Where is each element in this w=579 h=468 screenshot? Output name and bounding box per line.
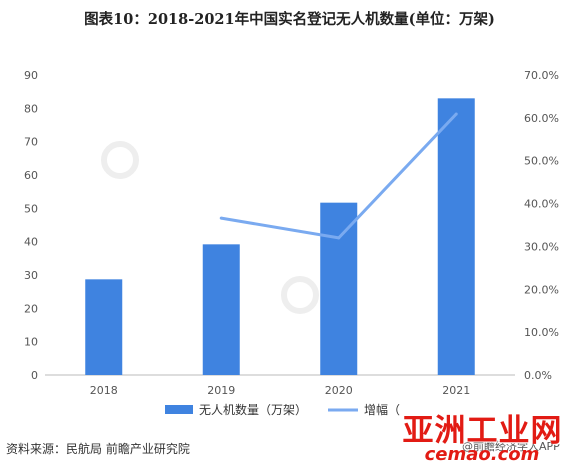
bar xyxy=(202,244,240,375)
line-series xyxy=(219,112,458,240)
bar-series xyxy=(85,98,475,375)
line-point xyxy=(219,216,223,220)
bar xyxy=(437,98,475,375)
y-right-tick-label: 0.0% xyxy=(524,369,552,382)
y-right-tick-label: 20.0% xyxy=(524,283,559,296)
chart-title: 图表10：2018-2021年中国实名登记无人机数量(单位：万架) xyxy=(84,11,495,28)
y-left-tick-label: 30 xyxy=(24,269,38,282)
y-right-tick-label: 30.0% xyxy=(524,240,559,253)
bar xyxy=(85,279,123,375)
x-tick-label: 2019 xyxy=(207,384,235,397)
y-left-tick-label: 20 xyxy=(24,302,38,315)
legend-label-line: 增幅（ xyxy=(364,402,400,417)
brand-logo-text: 亚洲工业网 xyxy=(402,413,563,449)
y-left-tick-label: 60 xyxy=(24,169,38,182)
legend: 无人机数量（万架） 增幅（ xyxy=(165,402,400,417)
source-note: 资料来源：民航局 前瞻产业研究院 xyxy=(6,442,190,456)
legend-label-bar: 无人机数量（万架） xyxy=(199,402,307,417)
y-left-tick-label: 70 xyxy=(24,136,38,149)
y-right-tick-label: 60.0% xyxy=(524,112,559,125)
watermark-layer xyxy=(101,141,319,314)
watermark-logo-mark xyxy=(281,276,319,314)
axes: 0 10 20 30 40 50 60 70 80 90 0.0% 10.0% 20.0% 30.0% 40… xyxy=(24,69,559,397)
credit-note: @前瞻经济学人APP xyxy=(462,440,560,453)
line-point xyxy=(337,236,341,240)
y-left-tick-label: 80 xyxy=(24,102,38,115)
y-right-tick-label: 70.0% xyxy=(524,69,559,82)
y-left-tick-label: 90 xyxy=(24,69,38,82)
y-right-tick-label: 40.0% xyxy=(524,198,559,211)
watermark-logo-mark xyxy=(101,141,139,179)
brand-url: cemao.com xyxy=(424,444,540,465)
legend-swatch-bar xyxy=(165,405,193,414)
bar xyxy=(320,202,358,375)
y-left-tick-label: 10 xyxy=(24,336,38,349)
x-tick-label: 2020 xyxy=(325,384,353,397)
y-left-tick-label: 50 xyxy=(24,202,38,215)
x-tick-label: 2021 xyxy=(442,384,470,397)
x-tick-label: 2018 xyxy=(90,384,118,397)
y-right-tick-label: 50.0% xyxy=(524,155,559,168)
y-left-tick-label: 40 xyxy=(24,236,38,249)
y-left-tick-label: 0 xyxy=(31,369,38,382)
line-point xyxy=(454,112,458,116)
y-right-tick-label: 10.0% xyxy=(524,326,559,339)
